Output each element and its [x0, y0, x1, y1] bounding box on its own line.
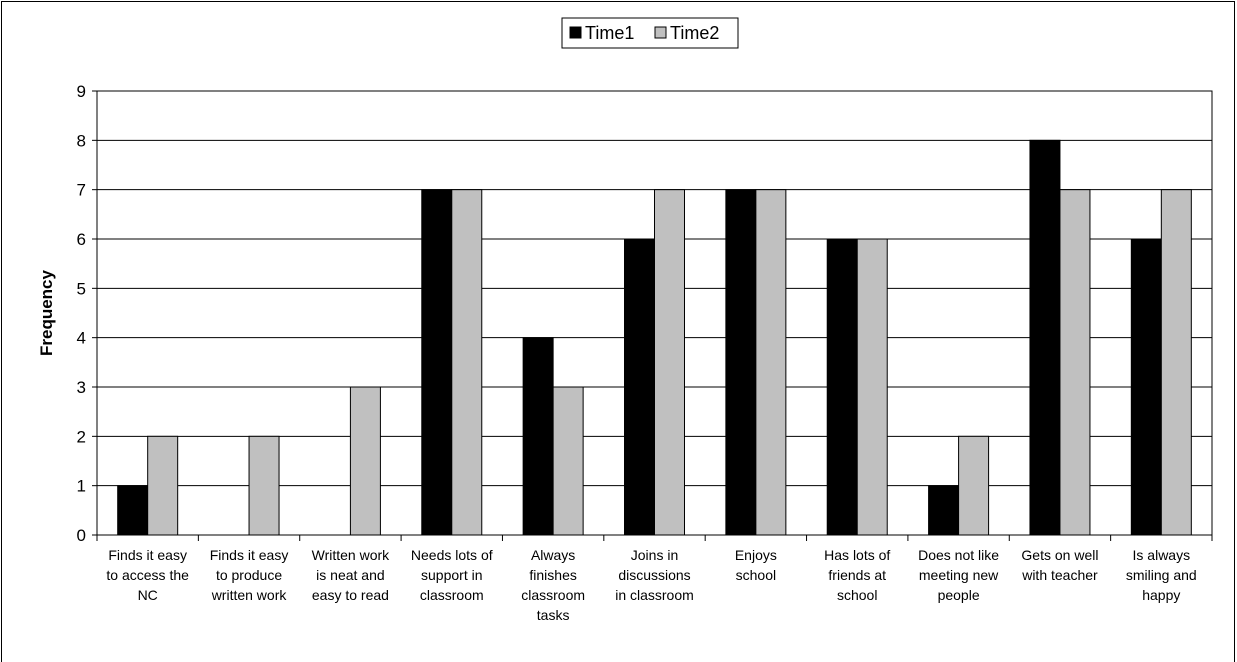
y-tick-label: 6 — [77, 230, 86, 249]
x-tick-label: Always finishes classroom tasks — [521, 547, 585, 623]
legend: Time1 Time2 — [561, 17, 739, 49]
bar-time1 — [117, 485, 149, 536]
bar-time2 — [1160, 189, 1192, 536]
y-tick-label: 4 — [77, 329, 86, 348]
plot-area: 0 1 2 3 4 5 6 7 8 9 Finds it easy to access the NC Fi… — [77, 82, 1213, 623]
bar-time1 — [725, 189, 757, 536]
x-tick-label: Is always smiling and happy — [1126, 547, 1197, 603]
bar-time2 — [856, 238, 888, 536]
y-tick-label: 7 — [77, 181, 86, 200]
bar-time2 — [147, 435, 179, 536]
y-tick-label: 5 — [77, 279, 86, 298]
bar-time2 — [349, 386, 381, 536]
plot-frame — [96, 90, 1213, 536]
bar-time2 — [654, 189, 685, 536]
legend-swatch-time2 — [654, 26, 667, 39]
legend-label-time2: Time2 — [670, 23, 719, 43]
bar-time1 — [522, 337, 554, 536]
bar-time2 — [958, 435, 990, 536]
x-tick-label: Finds it easy to access the NC — [106, 547, 189, 603]
bar-time1 — [1029, 139, 1061, 536]
legend-label-time1: Time1 — [585, 23, 634, 43]
y-tick-label: 8 — [77, 131, 86, 150]
x-tick-label: Has lots of friends at school — [824, 547, 890, 603]
legend-swatch-time1 — [569, 26, 582, 39]
y-tick-label: 3 — [77, 378, 86, 397]
legend-box — [561, 17, 739, 49]
x-tick-label: Does not like meeting new people — [918, 547, 999, 603]
bar-time2 — [451, 189, 483, 536]
bar-time1 — [826, 238, 858, 536]
bar-time2 — [552, 386, 584, 536]
x-tick-label: Written work is neat and easy to read — [312, 547, 391, 603]
bar-time1 — [1130, 238, 1162, 536]
x-tick-label: Finds it easy to produce written work — [210, 547, 289, 603]
y-tick-label: 0 — [77, 526, 86, 545]
bar-time1 — [421, 189, 453, 536]
bar-time1 — [928, 485, 960, 536]
x-tick-label: Gets on well with teacher — [1021, 547, 1098, 583]
y-tick-label: 9 — [77, 82, 86, 101]
y-tick-label: 1 — [77, 477, 86, 496]
bar-time2 — [755, 189, 787, 536]
bar-time2 — [248, 435, 280, 536]
x-tick-label: Joins in discussions in classroom — [615, 547, 694, 603]
x-tick-label: Needs lots of support in classroom — [411, 547, 493, 603]
x-tick-label: Enjoys school — [735, 547, 777, 583]
bar-time2 — [1059, 189, 1091, 536]
y-axis-label: Frequency — [37, 269, 56, 356]
y-tick-label: 2 — [77, 427, 86, 446]
bar-time1 — [624, 238, 655, 536]
